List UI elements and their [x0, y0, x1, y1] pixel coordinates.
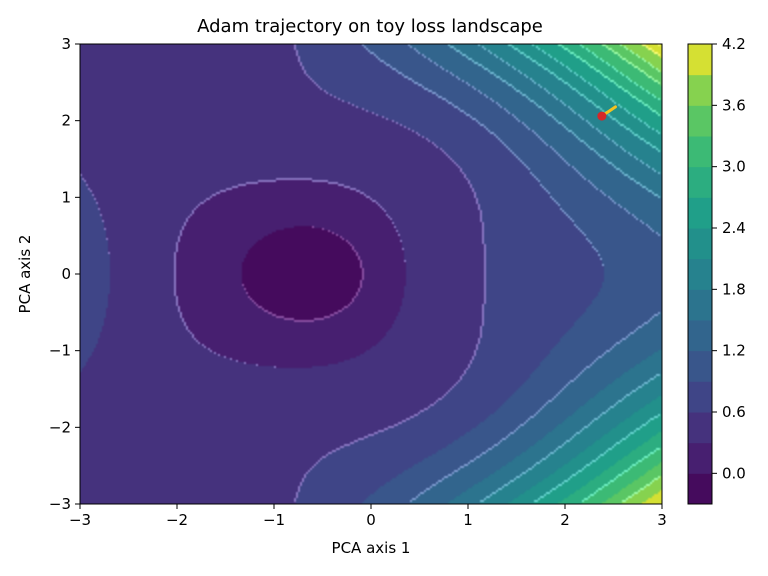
- x-tick-label: 3: [657, 511, 667, 529]
- x-axis-label: PCA axis 1: [332, 539, 411, 557]
- y-tick-label: 2: [61, 112, 71, 130]
- colorbar-tick-label: 3.6: [722, 96, 746, 114]
- colorbar-band: [688, 258, 712, 290]
- x-axis: −3 −2 −1 0 1 2 3: [69, 504, 667, 529]
- colorbar-band: [688, 136, 712, 168]
- colorbar-band: [688, 412, 712, 444]
- y-tick-label: 1: [61, 188, 71, 206]
- colorbar-band: [688, 166, 712, 198]
- loss-landscape-heatmap: [80, 44, 662, 504]
- y-axis-label: PCA axis 2: [16, 235, 34, 314]
- colorbar-tick-label: 1.8: [722, 280, 746, 298]
- colorbar-band: [688, 44, 712, 76]
- colorbar-band: [688, 473, 712, 505]
- colorbar-band: [688, 74, 712, 106]
- y-tick-label: −1: [49, 342, 71, 360]
- y-axis: −3 −2 −1 0 1 2 3: [49, 35, 80, 513]
- colorbar-band: [688, 350, 712, 382]
- colorbar-bands: [688, 44, 712, 505]
- x-tick-label: 2: [560, 511, 570, 529]
- colorbar-tick-label: 4.2: [722, 35, 746, 53]
- x-tick-label: −2: [166, 511, 188, 529]
- x-tick-label: −1: [263, 511, 285, 529]
- colorbar-band: [688, 320, 712, 352]
- colorbar-tick-label: 0.6: [722, 403, 746, 421]
- colorbar-band: [688, 289, 712, 321]
- x-tick-label: 1: [463, 511, 473, 529]
- colorbar-tick-label: 3.0: [722, 158, 746, 176]
- colorbar-band: [688, 228, 712, 260]
- colorbar-band: [688, 442, 712, 474]
- colorbar-ticks: 0.0 0.6 1.2 1.8 2.4 3.0 3.6 4.2: [712, 35, 746, 482]
- trajectory-start-marker: [597, 111, 607, 121]
- y-tick-label: 3: [61, 35, 71, 53]
- y-tick-label: 0: [61, 265, 71, 283]
- y-tick-label: −3: [49, 495, 71, 513]
- x-tick-label: −3: [69, 511, 91, 529]
- colorbar: 0.0 0.6 1.2 1.8 2.4 3.0 3.6 4.2: [687, 35, 746, 505]
- colorbar-frame: [687, 43, 713, 505]
- colorbar-tick-label: 1.2: [722, 342, 746, 360]
- trajectory-layer: [597, 105, 617, 121]
- colorbar-band: [688, 197, 712, 229]
- chart-title: Adam trajectory on toy loss landscape: [197, 16, 543, 37]
- colorbar-band: [688, 381, 712, 413]
- contour-plot: −3 −2 −1 0 1 2 3 −3 −2 −1 0 1 2 3: [49, 35, 667, 529]
- x-tick-label: 0: [366, 511, 376, 529]
- y-tick-label: −2: [49, 418, 71, 436]
- colorbar-tick-label: 0.0: [722, 464, 746, 482]
- colorbar-tick-label: 2.4: [722, 219, 746, 237]
- colorbar-band: [688, 105, 712, 137]
